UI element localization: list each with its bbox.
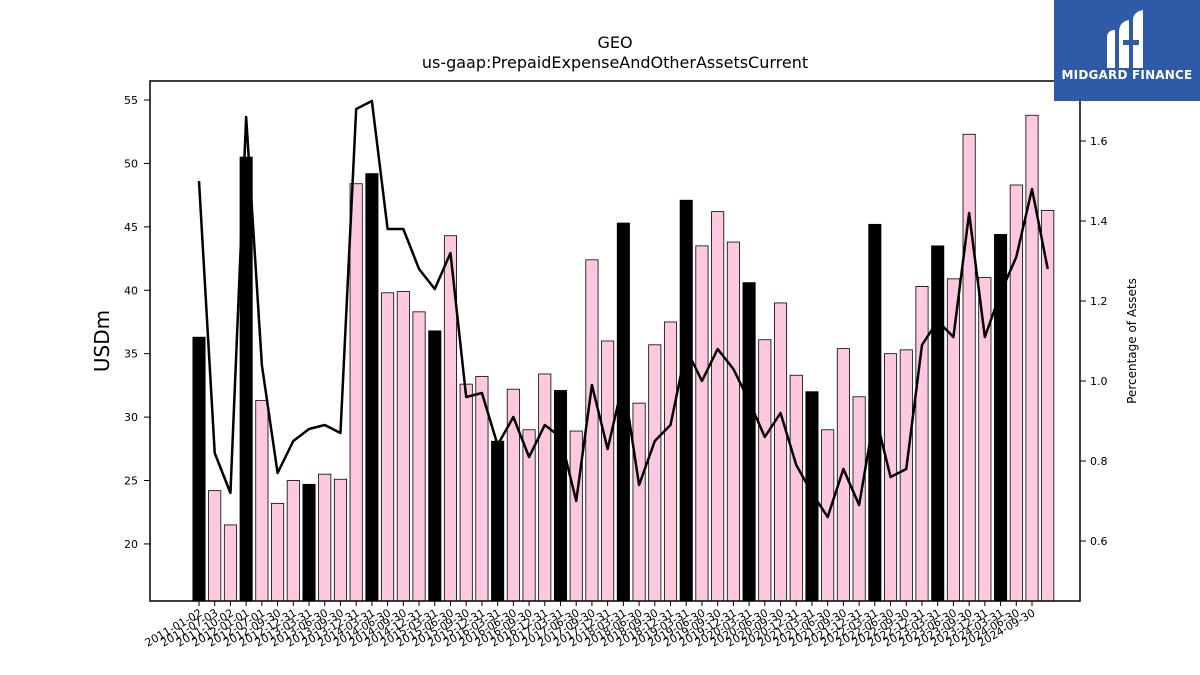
- logo-mark-icon: [1107, 10, 1143, 68]
- bar: [192, 336, 206, 602]
- y-tick-label: 25: [124, 475, 138, 488]
- x-axis: 2011-01-022011-07-032011-10-022012-01-01…: [143, 601, 1038, 650]
- bar: [302, 483, 316, 602]
- y-tick-label: 50: [124, 157, 138, 170]
- y-tick-label: 55: [124, 94, 138, 107]
- bar: [538, 373, 552, 602]
- bar: [223, 524, 237, 602]
- bar: [679, 199, 693, 602]
- bar: [381, 292, 395, 602]
- bar: [365, 173, 379, 602]
- bar: [632, 402, 646, 602]
- bar: [915, 286, 929, 602]
- y-right-tick-label: 1.4: [1090, 215, 1108, 228]
- bar: [333, 478, 347, 602]
- y-right-tick-label: 0.8: [1090, 455, 1108, 468]
- bar-group: [192, 114, 1055, 602]
- logo-text: MIDGARD FINANCE: [1061, 68, 1193, 82]
- chart-subtitle: us-gaap:PrepaidExpenseAndOtherAssetsCurr…: [422, 53, 808, 72]
- bar: [962, 133, 976, 602]
- y-right-tick-label: 0.6: [1090, 535, 1108, 548]
- bar: [805, 391, 819, 602]
- y-tick-label: 35: [124, 348, 138, 361]
- y-right-tick-label: 1.6: [1090, 135, 1108, 148]
- bar: [459, 383, 473, 602]
- bar: [789, 374, 803, 602]
- y-axis-right-label: Percentage of Assets: [1125, 278, 1139, 404]
- bar: [412, 311, 426, 602]
- percentage-line: [197, 99, 1049, 519]
- plot-frame: [149, 80, 1081, 602]
- y-tick-label: 30: [124, 411, 138, 424]
- bar: [569, 430, 583, 602]
- bar: [994, 234, 1008, 602]
- bar: [585, 259, 599, 602]
- bar: [506, 388, 520, 602]
- bar: [255, 400, 269, 602]
- bar: [318, 473, 332, 602]
- bar: [349, 183, 363, 602]
- bar: [553, 390, 568, 602]
- bar: [726, 241, 740, 602]
- bar: [711, 211, 725, 602]
- y-tick-label: 20: [124, 538, 138, 551]
- bar: [663, 321, 678, 602]
- y-axis-right: 0.6 0.8 1.0 1.2 1.4 1.6: [1080, 135, 1108, 548]
- bar: [742, 282, 756, 602]
- bar: [695, 245, 709, 602]
- bar: [208, 490, 222, 602]
- bar: [396, 291, 410, 602]
- bar: [271, 502, 285, 602]
- y-right-tick-label: 1.0: [1090, 375, 1108, 388]
- bar: [899, 349, 913, 602]
- bar: [601, 340, 615, 602]
- chart-title: GEO: [597, 33, 632, 52]
- line-layer: [197, 99, 1049, 519]
- y-axis-left-label: USDm: [90, 310, 114, 372]
- y-tick-label: 40: [124, 284, 138, 297]
- y-axis-left: 20 25 30 35 40 45 50 55: [124, 94, 150, 551]
- bar: [931, 245, 945, 602]
- bar: [491, 440, 505, 602]
- bar: [428, 330, 442, 602]
- bar: [836, 348, 850, 602]
- y-tick-label: 45: [124, 221, 138, 234]
- bar: [758, 339, 772, 602]
- bar: [1009, 184, 1023, 602]
- brand-logo: MIDGARD FINANCE: [1054, 0, 1200, 101]
- y-right-tick-label: 1.2: [1090, 295, 1108, 308]
- bar: [286, 480, 300, 602]
- bar: [774, 302, 788, 602]
- bar: [648, 344, 662, 602]
